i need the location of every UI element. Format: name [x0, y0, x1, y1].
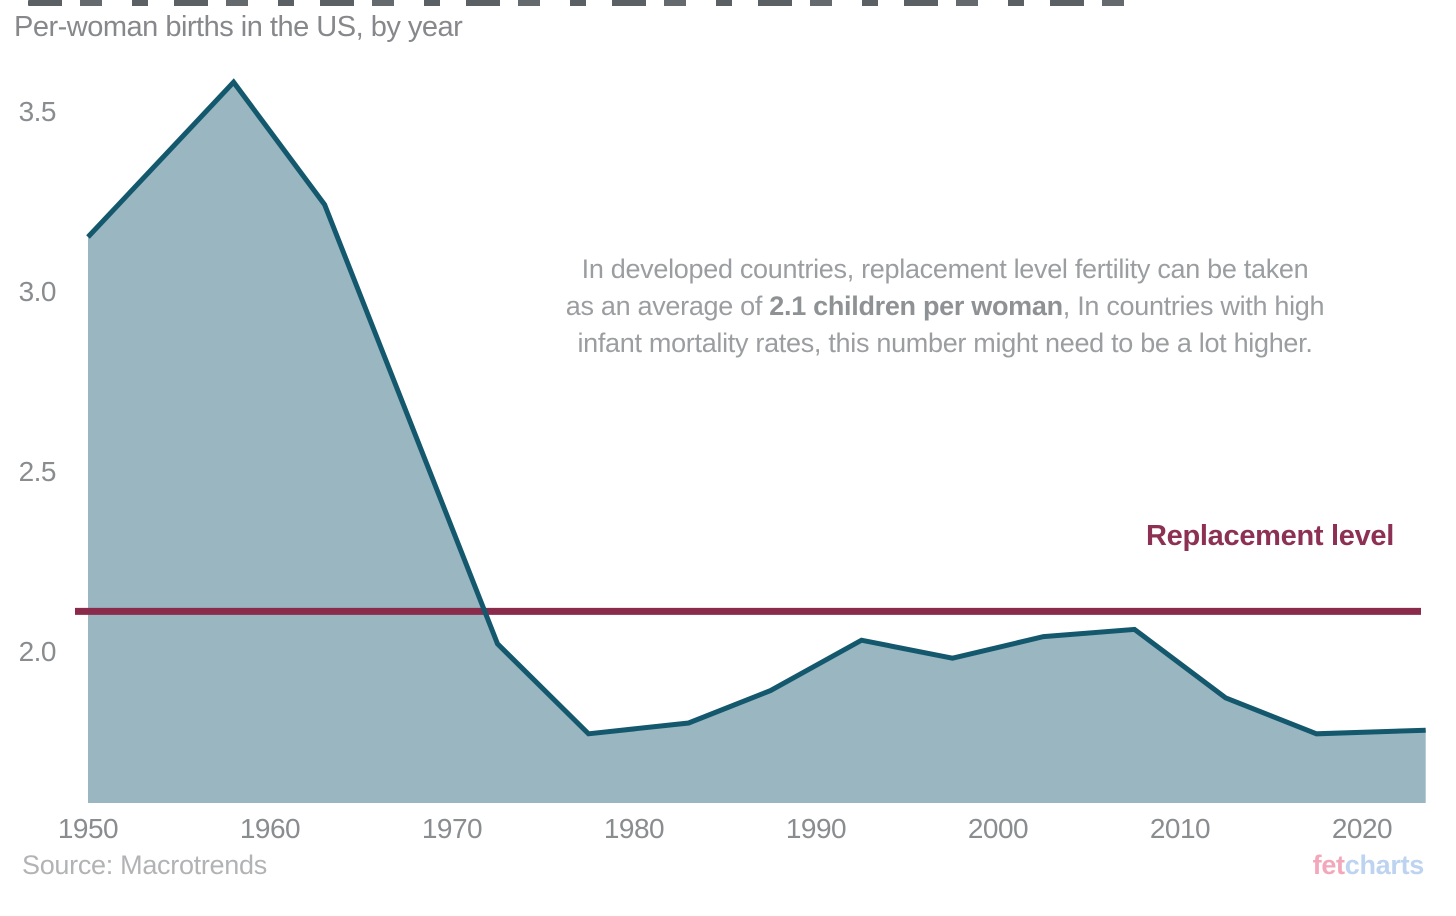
x-tick-label: 1950	[58, 813, 118, 844]
chart-subtitle: Per-woman births in the US, by year	[14, 11, 463, 43]
annotation-line-3: infant mortality rates, this number migh…	[577, 328, 1313, 358]
fertility-line	[86, 78, 1426, 737]
y-axis-labels: 3.5 3.0 2.5 2.0	[19, 96, 57, 667]
replacement-level-label: Replacement level	[1146, 520, 1394, 552]
cropped-title-fragments	[28, 0, 1133, 6]
x-axis-labels: 1950 1960 1970 1980 1990 2000 2010 2020	[58, 813, 1393, 844]
source-credit: Source: Macrotrends	[22, 850, 267, 880]
fetcharts-watermark: fetcharts	[1312, 850, 1425, 881]
x-tick-label: 2010	[1150, 813, 1210, 844]
x-tick-label: 2000	[968, 813, 1028, 844]
y-tick-label: 3.0	[19, 276, 56, 307]
x-tick-label: 1980	[604, 813, 664, 844]
watermark-fet: fet	[1312, 850, 1345, 880]
y-tick-label: 2.5	[19, 456, 56, 487]
x-tick-label: 1960	[240, 813, 300, 844]
x-tick-label: 1970	[422, 813, 482, 844]
chart-annotation: In developed countries, replacement leve…	[465, 251, 1425, 362]
annotation-line-1: In developed countries, replacement leve…	[581, 254, 1309, 284]
x-tick-label: 1990	[786, 813, 846, 844]
y-tick-label: 3.5	[19, 96, 56, 127]
annotation-bold-value: 2.1 children per woman	[769, 291, 1063, 321]
watermark-charts: charts	[1344, 850, 1425, 880]
fertility-area	[88, 82, 1426, 803]
x-tick-label: 2020	[1332, 813, 1392, 844]
annotation-line-2: as an average of 2.1 children per woman,…	[565, 291, 1325, 321]
y-tick-label: 2.0	[19, 636, 56, 667]
